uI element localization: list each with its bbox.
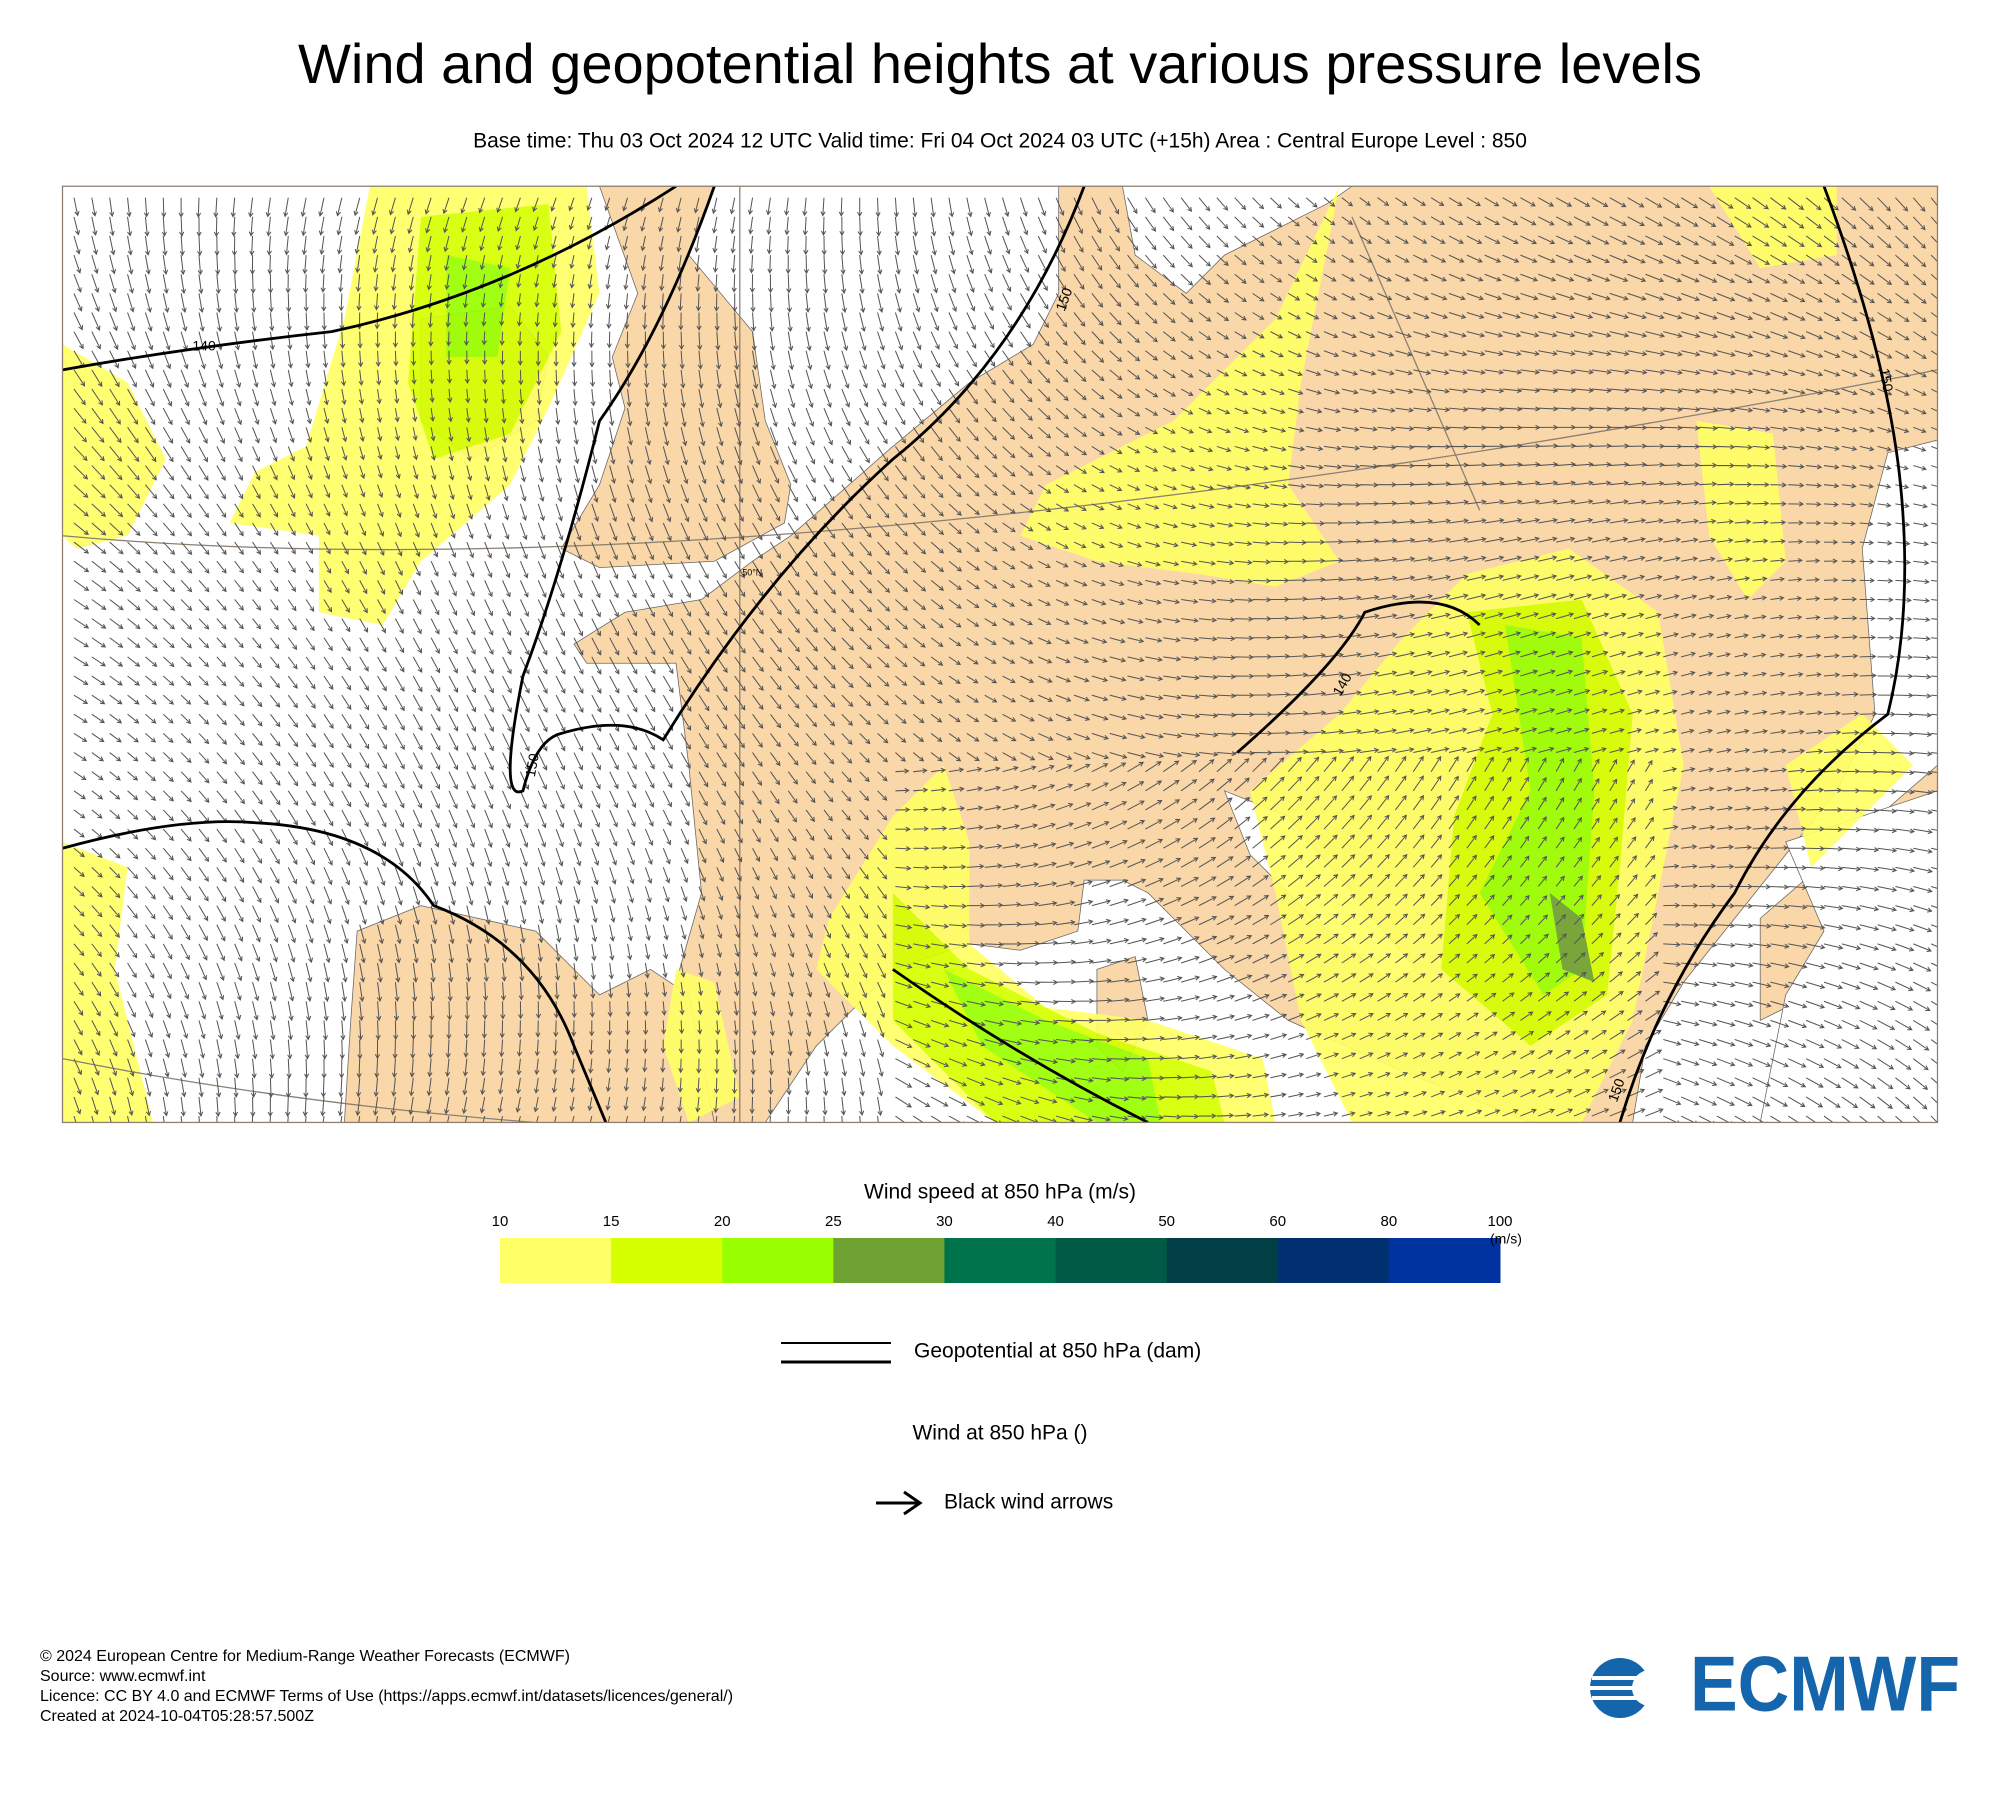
logo-text: ECMWF bbox=[1690, 1640, 1960, 1728]
colorbar-box bbox=[1055, 1238, 1168, 1283]
colorbar-title: Wind speed at 850 hPa (m/s) bbox=[864, 1181, 1136, 1204]
footer-line: Licence: CC BY 4.0 and ECMWF Terms of Us… bbox=[40, 1688, 733, 1705]
colorbar-box bbox=[500, 1238, 612, 1283]
footer-line: Created at 2024-10-04T05:28:57.500Z bbox=[40, 1708, 314, 1725]
wind-arrow-field bbox=[73, 197, 1938, 1123]
graticule bbox=[62, 186, 1938, 1123]
logo-notch bbox=[1632, 1670, 1668, 1706]
legend-label: Geopotential at 850 hPa (dam) bbox=[914, 1340, 1201, 1363]
footer-line: Source: www.ecmwf.int bbox=[40, 1668, 206, 1685]
colorbar-box bbox=[833, 1238, 945, 1283]
legend-label: Black wind arrows bbox=[944, 1491, 1113, 1514]
colorbar-unit: (m/s) bbox=[1490, 1231, 1522, 1247]
colorbar-box bbox=[1166, 1238, 1279, 1283]
graticule-label: 50°N bbox=[742, 567, 762, 577]
geopotential-contours bbox=[62, 186, 1907, 1123]
wind-arrows bbox=[73, 197, 1938, 1123]
colorbar-tick-label: 100 bbox=[1487, 1213, 1512, 1230]
title: Wind and geopotential heights at various… bbox=[298, 32, 1702, 95]
contour-label: 150 bbox=[522, 752, 542, 778]
colorbar-tick-label: 30 bbox=[936, 1213, 953, 1230]
contour-label: 150 bbox=[1052, 285, 1075, 313]
colorbar: 10 15 20 25 30 40 50 60 80 100(m/s) bbox=[492, 1213, 1522, 1283]
colorbar-tick-label: 10 bbox=[492, 1213, 509, 1230]
colorbar-tick-label: 20 bbox=[714, 1213, 731, 1230]
colorbar-tick-label: 60 bbox=[1269, 1213, 1286, 1230]
footer-line: © 2024 European Centre for Medium-Range … bbox=[40, 1648, 570, 1665]
map-frame bbox=[61, 185, 1939, 1124]
logo: ECMWF bbox=[1590, 1640, 1960, 1728]
contour-label: 150 bbox=[1605, 1076, 1628, 1104]
colorbar-box bbox=[611, 1238, 723, 1283]
colorbar-tick-label: 80 bbox=[1381, 1213, 1398, 1230]
contour-label: 150 bbox=[1877, 367, 1897, 393]
subtitle: Base time: Thu 03 Oct 2024 12 UTC Valid … bbox=[473, 130, 1527, 153]
colorbar-tick-label: 50 bbox=[1158, 1213, 1175, 1230]
colorbar-tick-label: 40 bbox=[1047, 1213, 1064, 1230]
contour-label: 140 bbox=[192, 338, 216, 354]
colorbar-box bbox=[944, 1238, 1057, 1283]
map: 140 150 150 140 150 150 50°N bbox=[61, 185, 1939, 1124]
colorbar-tick-label: 15 bbox=[603, 1213, 620, 1230]
legend-title: Wind at 850 hPa () bbox=[912, 1422, 1087, 1445]
colorbar-box bbox=[1388, 1238, 1501, 1283]
colorbar-box bbox=[1277, 1238, 1390, 1283]
colorbar-tick-label: 25 bbox=[825, 1213, 842, 1230]
colorbar-box bbox=[722, 1238, 834, 1283]
legend-arrow bbox=[876, 1490, 923, 1516]
footer: © 2024 European Centre for Medium-Range … bbox=[40, 1648, 733, 1725]
